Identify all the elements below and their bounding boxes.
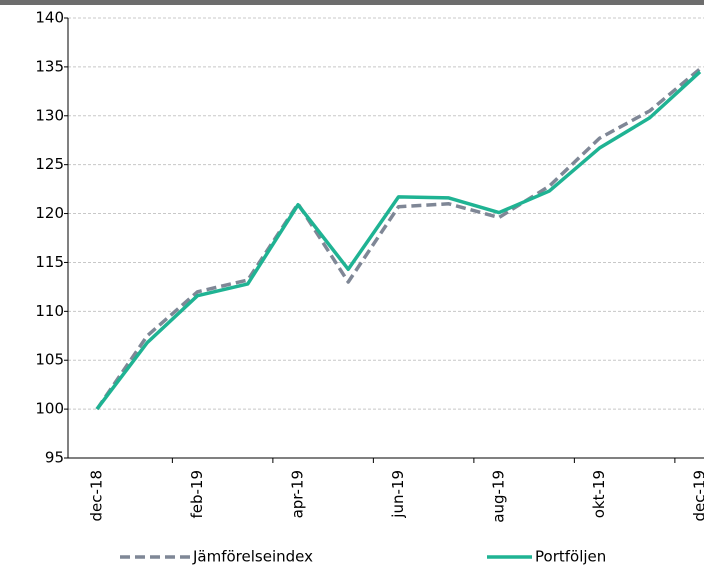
x-tick-label: apr-19 [289,470,307,518]
x-tick-label: dec-19 [691,470,704,522]
x-tick-label: dec-18 [88,470,106,522]
y-tick-label: 125 [35,155,64,173]
y-tick-label: 140 [35,9,64,27]
series-line [95,70,702,411]
legend-label: Portföljen [535,548,606,566]
y-tick-label: 135 [35,57,64,75]
top-bar [0,0,704,5]
x-tick-label: feb-19 [188,470,206,519]
x-tick-label: jun-19 [389,470,407,519]
x-tick-label: aug-19 [490,470,508,523]
y-tick-label: 115 [35,253,64,271]
legend-label: Jämförelseindex [192,548,313,566]
series-line [95,67,702,411]
y-tick-label: 130 [35,106,64,124]
y-tick-label: 105 [35,351,64,369]
x-tick-label: okt-19 [590,470,608,518]
y-tick-label: 110 [35,302,64,320]
y-tick-label: 120 [35,204,64,222]
y-tick-label: 95 [45,449,64,467]
y-tick-label: 100 [35,400,64,418]
